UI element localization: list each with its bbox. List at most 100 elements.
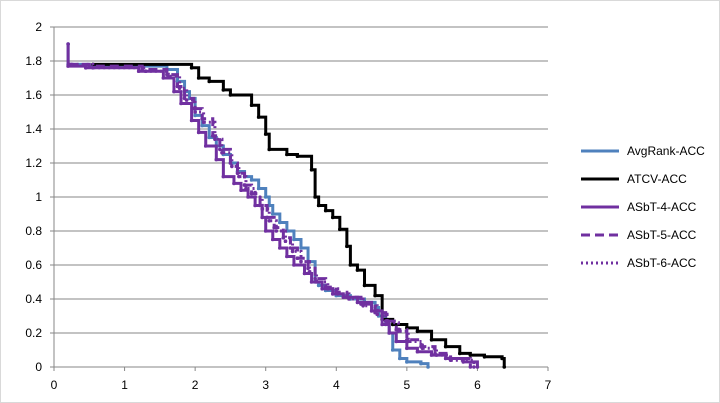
data-point [448,358,453,363]
y-tick-label: 0.8 [25,224,42,238]
data-point [406,339,411,344]
data-point [338,227,342,232]
data-point [285,254,289,259]
data-point [330,292,335,296]
data-point [256,115,261,119]
data-point [220,151,224,155]
data-point [475,365,480,369]
data-point [267,147,272,152]
data-point [316,203,321,208]
data-point [177,86,182,90]
data-point [420,346,425,351]
data-point [69,62,74,67]
data-point [380,322,384,327]
data-point [468,353,473,357]
data-point [196,130,201,135]
y-tick-label: 0.4 [25,292,42,306]
data-point [398,356,402,361]
data-point [362,283,367,288]
data-point [285,152,289,157]
data-point [207,135,212,140]
data-point [295,256,300,260]
data-point [299,259,303,264]
data-point [355,300,360,305]
data-point [292,263,296,267]
series-lines [66,42,507,369]
series-line-asbt-6-acc [71,62,476,367]
data-point [249,103,254,107]
data-point [472,365,476,369]
data-point [369,309,374,313]
y-tick-label: 2 [35,20,42,34]
data-point [314,280,319,284]
data-point [313,276,317,281]
data-point [502,365,507,369]
legend-label: ASbT-4-ACC [627,200,697,214]
data-point [263,229,268,233]
data-point [184,98,189,102]
data-point [309,168,314,172]
data-point [260,207,264,211]
data-point [244,186,248,191]
y-tick-labels: 0 0.2 0.4 0.6 0.8 1 1.2 1.4 1.6 1.8 2 [25,20,54,374]
data-point [335,292,340,296]
data-point [316,283,321,288]
data-point [189,118,194,123]
data-point [230,164,234,169]
data-point [136,69,141,73]
y-tick-label: 0.2 [25,326,42,340]
data-point [415,349,420,354]
data-point [313,195,317,199]
data-point [429,338,434,342]
data-point [228,93,233,97]
data-point [161,76,166,80]
y-tick-label: 1.8 [25,54,42,68]
data-point [201,120,206,124]
data-point [387,331,392,335]
data-point [66,42,70,46]
data-point [396,329,401,334]
x-tick-label: 2 [192,378,199,392]
data-point [166,74,171,79]
data-point [326,287,330,291]
data-point [323,208,328,213]
data-point [468,365,473,369]
data-point [221,174,226,179]
data-point [263,195,268,199]
data-point [295,154,300,158]
data-point [405,360,409,364]
data-point [429,353,434,357]
data-point [179,101,183,106]
x-tick-labels: 0 1 2 3 4 5 6 7 [51,367,552,392]
data-point [203,144,208,148]
data-point [91,66,95,70]
data-point [302,271,307,276]
data-point [394,339,399,344]
data-point [214,157,219,162]
data-point [263,132,268,136]
data-point [347,297,351,301]
x-tick-label: 6 [474,378,481,392]
data-point [290,249,295,254]
data-point [260,215,264,220]
series-line-atcv-acc [92,62,506,367]
y-tick-label: 1.6 [25,88,42,102]
data-point [267,219,272,223]
x-tick-label: 4 [333,378,340,392]
data-point [278,220,282,225]
data-point [193,110,197,114]
data-point [270,212,275,216]
data-point [348,263,353,267]
data-point [232,181,236,186]
series-line-avgrank-acc [66,44,430,367]
data-point [320,287,324,291]
y-tick-label: 0.6 [25,258,42,272]
data-point [172,89,176,94]
data-point [443,344,448,349]
legend-label: AvgRank-ACC [627,144,705,158]
data-point [309,280,314,284]
data-point [253,195,257,199]
data-point [457,351,462,356]
legend: AvgRank-ACC ATCV-ACC ASbT-4-ACC ASbT-5-ACC A… [581,144,705,270]
